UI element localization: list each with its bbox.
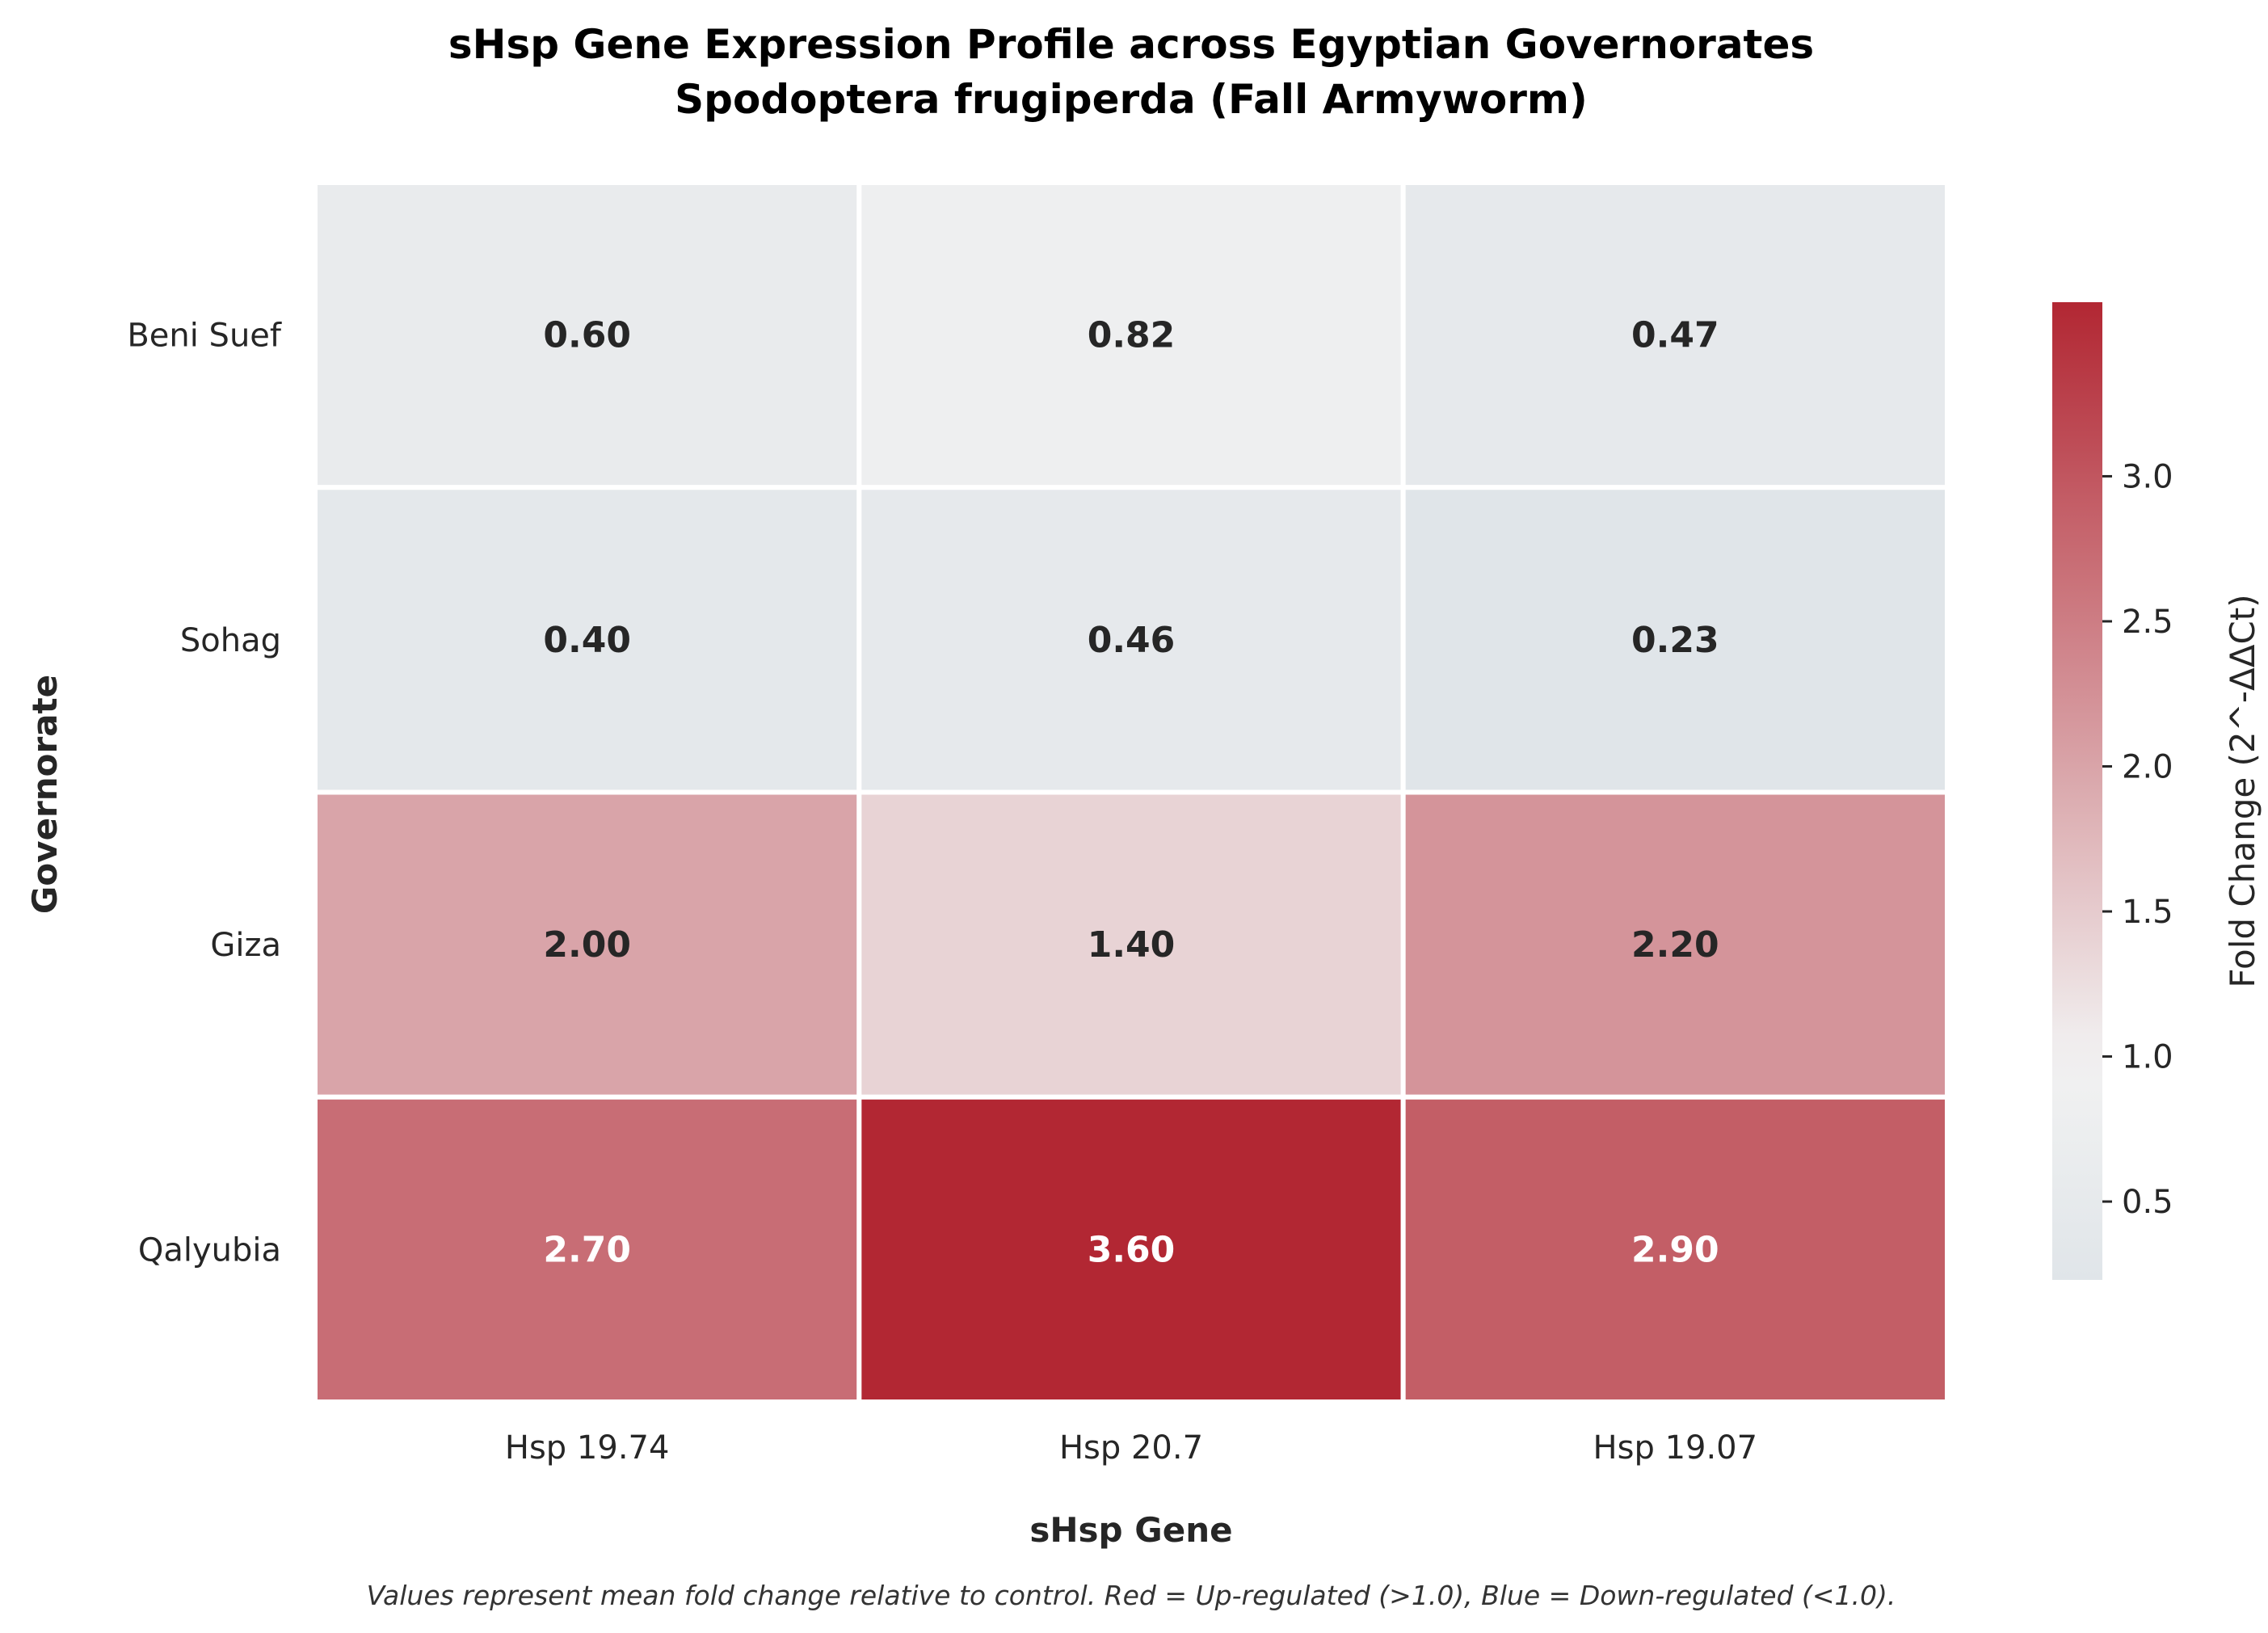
cell-value-label: 1.40 — [1088, 924, 1176, 966]
colorbar-tick-label: 0.5 — [2122, 1184, 2173, 1221]
heatmap-cell-qalyubia-hsp-19-07 — [1400, 1094, 1950, 1404]
colorbar-label: Fold Change (2^-ΔΔCt) — [2223, 594, 2262, 987]
chart-title: sHsp Gene Expression Profile across Egyp… — [448, 21, 1814, 68]
row-label-giza: Giza — [210, 927, 281, 964]
heatmap-cell-sohag-hsp-20-7 — [856, 485, 1406, 795]
heatmap-cell-qalyubia-hsp-19-74 — [313, 1094, 862, 1404]
footnote: Values represent mean fold change relati… — [367, 1580, 1896, 1611]
cell-value-label: 0.40 — [543, 620, 631, 661]
heatmap-cell-beni-suef-hsp-19-74 — [313, 180, 862, 490]
cell-value-label: 3.60 — [1088, 1229, 1176, 1270]
y-axis-label: Governorate — [25, 675, 65, 914]
colorbar — [2052, 302, 2102, 1280]
row-tick-labels: Beni Suef Sohag Giza Qalyubia — [127, 318, 282, 1269]
colorbar-tick-label: 1.5 — [2122, 894, 2173, 931]
cell-value-label: 0.60 — [543, 315, 631, 356]
cell-value-label: 2.20 — [1631, 924, 1719, 966]
colorbar-tick-label: 2.0 — [2122, 748, 2173, 785]
heatmap-cells — [313, 180, 1950, 1404]
colorbar-ticks: 0.5 1.0 1.5 2.0 2.5 3.0 — [2102, 458, 2173, 1221]
row-label-beni-suef: Beni Suef — [127, 318, 282, 355]
column-label-hsp-19-07: Hsp 19.07 — [1593, 1429, 1758, 1467]
heatmap-cell-beni-suef-hsp-20-7 — [856, 180, 1406, 490]
column-label-hsp-19-74: Hsp 19.74 — [505, 1429, 670, 1467]
heatmap-cell-sohag-hsp-19-74 — [313, 485, 862, 795]
cell-value-label: 2.90 — [1631, 1229, 1719, 1270]
x-axis-label: sHsp Gene — [1029, 1510, 1232, 1550]
row-label-sohag: Sohag — [180, 622, 281, 659]
chart-subtitle: Spodoptera frugiperda (Fall Armyworm) — [675, 76, 1588, 123]
cell-value-label: 0.82 — [1088, 315, 1176, 356]
row-label-qalyubia: Qalyubia — [138, 1231, 281, 1269]
colorbar-tick-label: 1.0 — [2122, 1039, 2173, 1076]
heatmap-cell-giza-hsp-20-7 — [856, 789, 1406, 1100]
cell-value-label: 2.70 — [543, 1229, 631, 1270]
colorbar-tick-label: 2.5 — [2122, 604, 2173, 641]
colorbar-tick-label: 3.0 — [2122, 458, 2173, 495]
cell-value-label: 0.23 — [1631, 620, 1719, 661]
heatmap-cell-sohag-hsp-19-07 — [1400, 485, 1950, 795]
heatmap-value-labels: 0.60 0.82 0.47 0.40 0.46 0.23 2.00 1.40 2.20 2.70… — [543, 315, 1719, 1271]
heatmap-cell-beni-suef-hsp-19-07 — [1400, 180, 1950, 490]
cell-value-label: 0.46 — [1088, 620, 1176, 661]
cell-value-label: 2.00 — [543, 924, 631, 966]
cell-value-label: 0.47 — [1631, 315, 1719, 356]
column-label-hsp-20-7: Hsp 20.7 — [1059, 1429, 1203, 1467]
column-tick-labels: Hsp 19.74 Hsp 20.7 Hsp 19.07 — [505, 1429, 1757, 1467]
